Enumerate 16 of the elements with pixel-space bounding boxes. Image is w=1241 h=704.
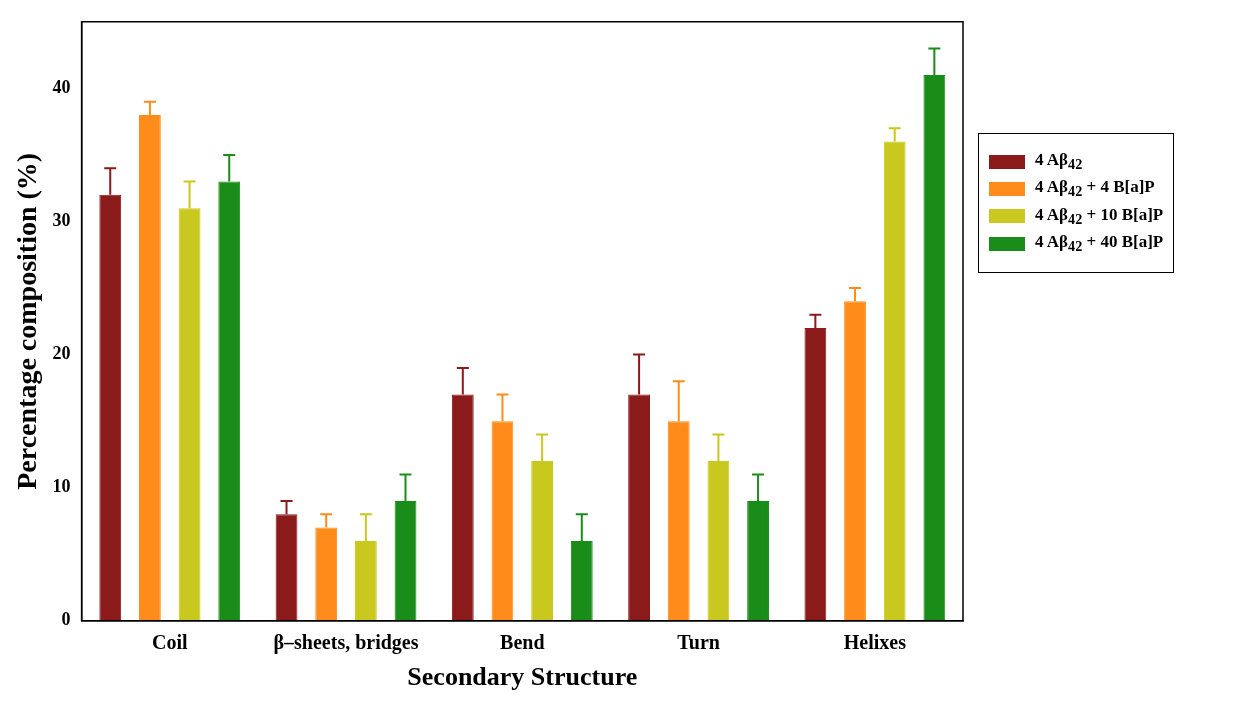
x-tick-label: Helixes [843, 630, 907, 653]
y-tick-label: 10 [52, 476, 71, 497]
y-axis-title: Percentage composition (%) [11, 152, 43, 490]
legend-label: 4 Aβ$_{42}$ + 4 B[a]P [1035, 177, 1155, 201]
y-tick-label: 40 [52, 77, 71, 98]
x-tick-label: Coil [151, 630, 188, 653]
x-tick-label: Turn [677, 630, 720, 653]
legend-label: 4 Aβ$_{42}$ + 10 B[a]P [1035, 204, 1164, 229]
legend-label: 4 Aβ$_{42}$ [1035, 150, 1083, 174]
y-tick-label: 30 [52, 210, 71, 231]
x-tick-label: Bend [500, 630, 545, 653]
legend-label: 4 Aβ$_{42}$ + 40 B[a]P [1035, 232, 1164, 256]
x-axis-title: Secondary Structure [407, 662, 638, 692]
y-tick-label: 20 [52, 343, 71, 364]
x-tick-label: β–sheets, bridges [273, 630, 419, 654]
y-tick-label: 0 [61, 609, 71, 630]
